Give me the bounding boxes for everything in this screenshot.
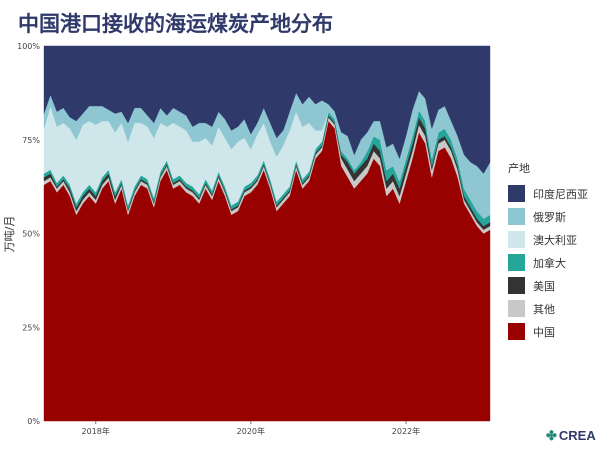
y-axis-ticks: 0% 25% 50% 75% 100%	[17, 42, 40, 426]
legend-item-3: 加拿大	[508, 251, 588, 274]
legend-label-3: 加拿大	[533, 256, 566, 270]
x-axis-ticks: 2018年 2020年 2022年	[82, 421, 420, 436]
legend: 产地 印度尼西亚俄罗斯澳大利亚加拿大美国其他中国	[508, 160, 588, 343]
chart-title: 中国港口接收的海运煤炭产地分布	[18, 12, 333, 36]
legend-label-4: 美国	[533, 279, 555, 293]
legend-label-5: 其他	[533, 302, 555, 316]
legend-item-5: 其他	[508, 297, 588, 320]
legend-item-1: 俄罗斯	[508, 205, 588, 228]
y-axis-label: 万吨/月	[3, 216, 16, 253]
legend-swatch-5	[508, 300, 525, 317]
legend-swatch-1	[508, 208, 525, 225]
legend-swatch-6	[508, 323, 525, 340]
x-tick-label-1: 2020年	[237, 426, 265, 436]
stacked-areas	[43, 45, 491, 422]
legend-swatch-2	[508, 231, 525, 248]
legend-title: 产地	[508, 162, 530, 175]
x-tick-label-0: 2018年	[82, 426, 110, 436]
y-tick-label-2: 50%	[22, 230, 40, 239]
legend-item-0: 印度尼西亚	[508, 182, 588, 205]
area-series-6	[43, 45, 491, 174]
legend-item-6: 中国	[508, 320, 588, 343]
legend-label-0: 印度尼西亚	[533, 187, 588, 201]
y-tick-label-4: 100%	[17, 42, 40, 51]
legend-swatch-4	[508, 277, 525, 294]
legend-swatch-0	[508, 185, 525, 202]
legend-item-4: 美国	[508, 274, 588, 297]
legend-label-2: 澳大利亚	[533, 233, 577, 247]
y-tick-label-0: 0%	[27, 417, 40, 426]
y-tick-label-3: 75%	[22, 136, 40, 145]
legend-items: 印度尼西亚俄罗斯澳大利亚加拿大美国其他中国	[508, 182, 588, 343]
legend-label-6: 中国	[533, 325, 555, 339]
crea-logo: ✤ CREA	[546, 428, 596, 443]
y-tick-label-1: 25%	[22, 323, 40, 332]
x-tick-label-2: 2022年	[392, 426, 420, 436]
legend-item-2: 澳大利亚	[508, 228, 588, 251]
legend-label-1: 俄罗斯	[533, 210, 566, 224]
legend-swatch-3	[508, 254, 525, 271]
